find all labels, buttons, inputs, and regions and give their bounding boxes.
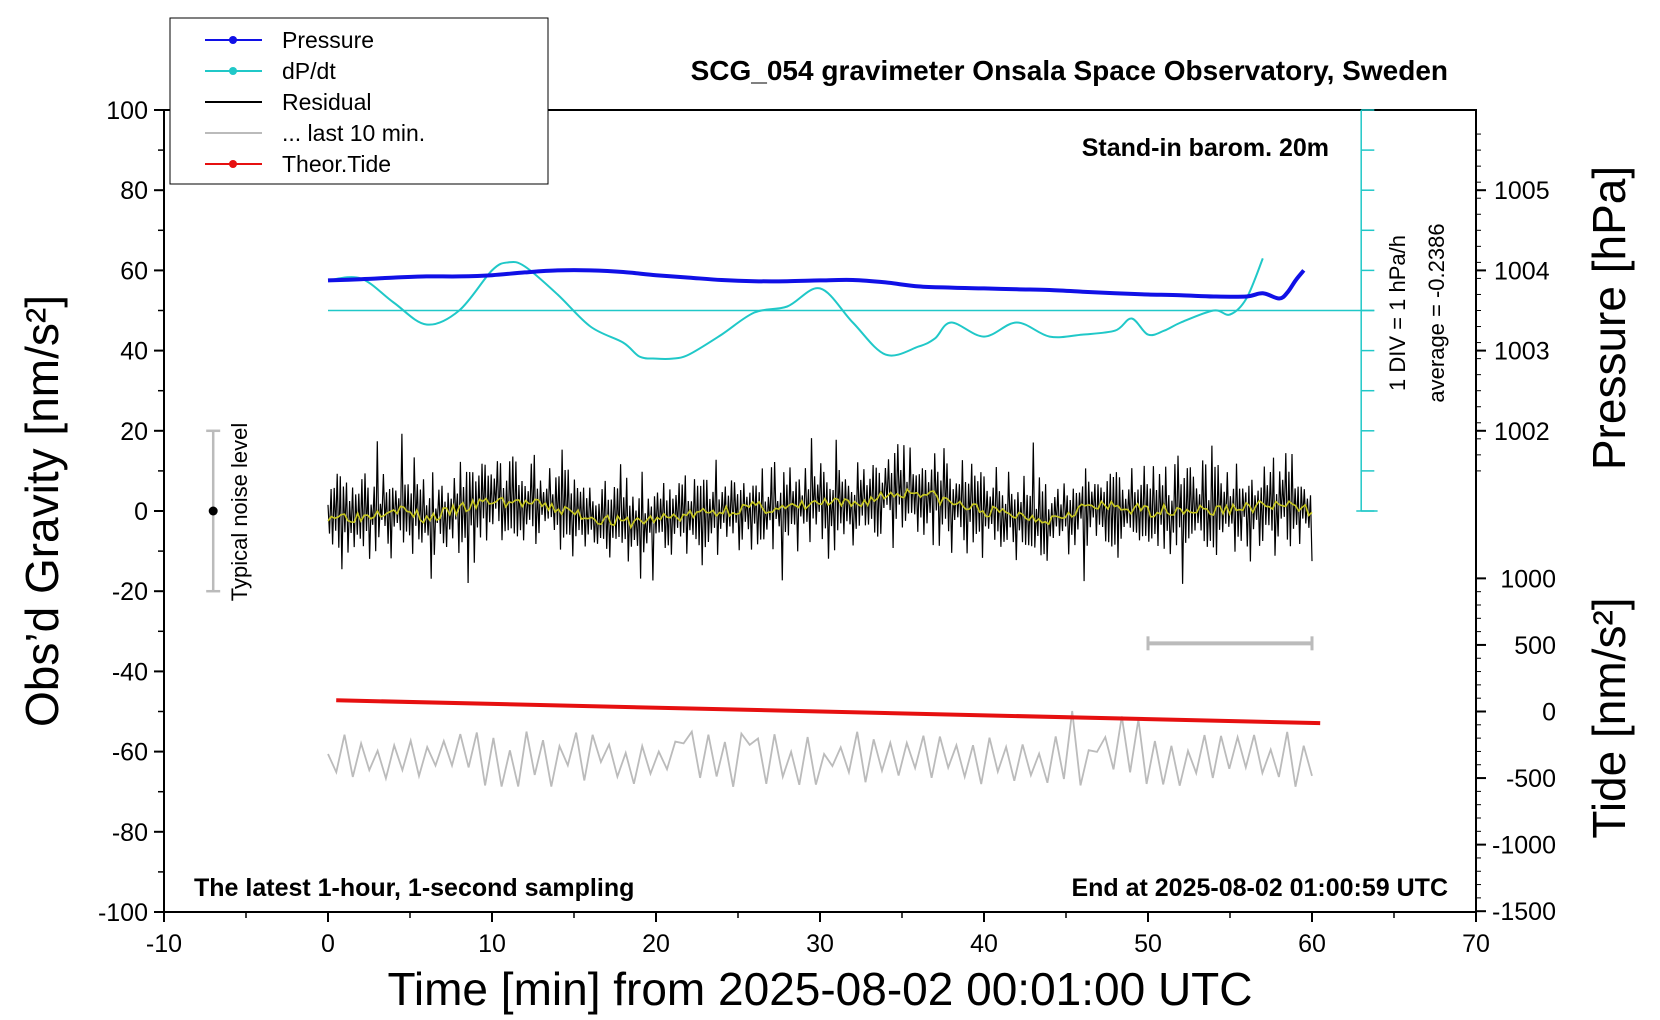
annotation-layer <box>206 429 1314 651</box>
y-tick-label: -60 <box>112 739 148 767</box>
noise-bar-center <box>208 506 218 516</box>
stand-in-note: Stand-in barom. 20m <box>1082 134 1329 162</box>
y-tick-label: 20 <box>120 418 148 446</box>
y-axis-title-left: Obs’d Gravity [nm/s²] <box>16 295 68 727</box>
series-layer <box>327 109 1378 787</box>
tide-tick-label: -500 <box>1506 765 1556 793</box>
y-tick-label: -20 <box>112 578 148 606</box>
tide-tick-label: 1000 <box>1500 565 1556 593</box>
y-tick-label: 0 <box>134 498 148 526</box>
x-tick-label: 10 <box>478 930 506 958</box>
residual-line <box>327 433 1313 584</box>
tide-tick-label: 500 <box>1514 632 1556 660</box>
x-tick-label: 50 <box>1134 930 1162 958</box>
x-tick-label: 20 <box>642 930 670 958</box>
pressure-tick-label: 1004 <box>1494 257 1550 285</box>
x-tick-label: -10 <box>146 930 182 958</box>
legend-label: ... last 10 min. <box>282 120 425 146</box>
legend-label: Theor.Tide <box>282 151 391 177</box>
legend-label: dP/dt <box>282 58 336 84</box>
x-axis: -10 0 10 20 30 40 50 60 70 <box>146 912 1490 958</box>
y-tick-label: 40 <box>120 338 148 366</box>
y-tick-label: -80 <box>112 819 148 847</box>
y-axis-title-pressure: Pressure [hPa] <box>1583 166 1635 470</box>
legend-label: Residual <box>282 89 372 115</box>
legend-items: Pressure dP/dt Residual ... last 10 min. The… <box>205 27 425 177</box>
legend-marker <box>229 36 237 44</box>
end-at-note: End at 2025-08-02 01:00:59 UTC <box>1071 874 1448 902</box>
pressure-tick-label: 1005 <box>1494 177 1550 205</box>
tide-tick-label: -1000 <box>1492 832 1556 860</box>
last-10-min-line <box>327 710 1313 787</box>
residual-smoothed-line <box>327 487 1313 530</box>
theor-tide-line <box>336 698 1321 726</box>
y-axis-left: 100 80 60 40 20 0 -20 -40 -60 -80 -100 <box>98 97 164 927</box>
legend-marker <box>229 67 237 75</box>
chart-title: SCG_054 gravimeter Onsala Space Observat… <box>691 55 1448 86</box>
x-tick-label: 70 <box>1462 930 1490 958</box>
y-tick-label: 100 <box>106 97 148 125</box>
tide-tick-label: -1500 <box>1492 898 1556 926</box>
y-tick-label: -100 <box>98 899 148 927</box>
noise-note: Typical noise level <box>227 423 252 602</box>
average-note: average = -0.2386 <box>1424 223 1449 402</box>
tide-tick-label: 0 <box>1542 699 1556 727</box>
y-axis-tide: 1000 500 0 -500 -1000 -1500 <box>1476 565 1556 926</box>
legend-label: Pressure <box>282 27 374 53</box>
x-tick-label: 40 <box>970 930 998 958</box>
pressure-tick-label: 1003 <box>1494 338 1550 366</box>
y-tick-label: -40 <box>112 658 148 686</box>
div-note: 1 DIV = 1 hPa/h <box>1385 235 1410 391</box>
x-tick-label: 30 <box>806 930 834 958</box>
x-tick-label: 0 <box>321 930 335 958</box>
x-tick-label: 60 <box>1298 930 1326 958</box>
pressure-line <box>327 268 1306 301</box>
y-tick-label: 60 <box>120 257 148 285</box>
y-tick-label: 80 <box>120 177 148 205</box>
legend: Pressure dP/dt Residual ... last 10 min. The… <box>169 17 549 185</box>
dpdt-line <box>327 258 1264 361</box>
y-axis-title-tide: Tide [nm/s²] <box>1583 597 1635 838</box>
y-axis-pressure: 1005 1004 1003 1002 <box>1476 133 1550 472</box>
legend-marker <box>229 160 237 168</box>
latest-note: The latest 1-hour, 1-second sampling <box>194 874 634 902</box>
pressure-tick-label: 1002 <box>1494 418 1550 446</box>
x-axis-title: Time [min] from 2025-08-02 00:01:00 UTC <box>388 963 1253 1015</box>
